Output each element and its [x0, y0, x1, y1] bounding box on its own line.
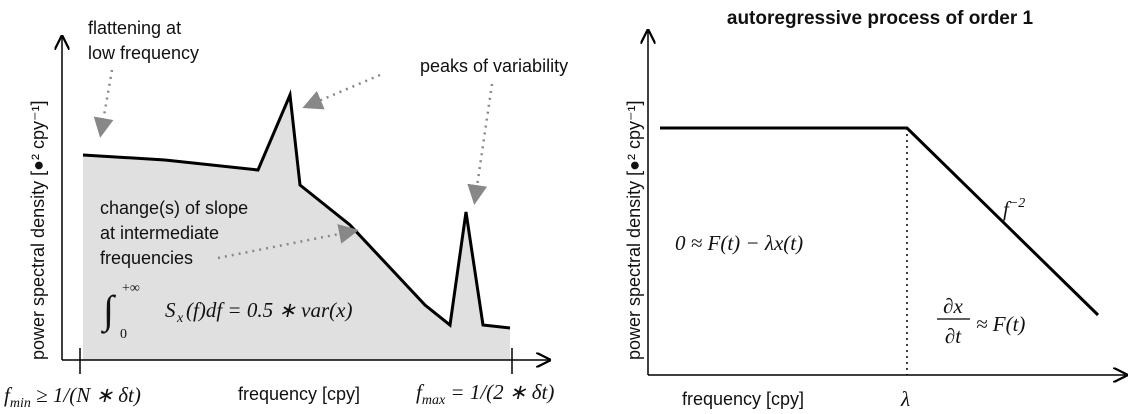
x-label: frequency [cpy]	[238, 384, 360, 404]
annotation: at intermediate	[100, 223, 219, 243]
integral-sign: ∫	[100, 287, 117, 334]
annotation: flattening at	[88, 18, 181, 38]
arrow	[302, 73, 381, 110]
integral-sub: x	[176, 311, 184, 326]
derivative-den: ∂t	[945, 324, 962, 348]
annotation: peaks of variability	[420, 56, 568, 76]
arrow	[93, 69, 114, 138]
integral-body: S	[165, 298, 176, 322]
left-panel: flattening at low frequency peaks of var…	[4, 18, 568, 411]
integral-rest: (f)df = 0.5 ∗ var(x)	[186, 298, 352, 322]
arrow	[467, 83, 494, 205]
y-label: power spectral density [●² cpy⁻¹]	[624, 101, 644, 360]
spectrum-area	[83, 95, 510, 360]
annotation: frequencies	[100, 248, 193, 268]
slope-label: f−2	[1003, 196, 1025, 221]
fmax: fmax = 1/(2 ∗ δt)	[416, 380, 554, 408]
derivative-num: ∂x	[943, 294, 963, 318]
y-label: power spectral density [●² cpy⁻¹]	[28, 101, 48, 360]
lambda: λ	[900, 387, 910, 411]
spectrum-line	[660, 126, 1100, 317]
fmin: fmin ≥ 1/(N ∗ δt)	[4, 383, 141, 411]
equation: 0 ≈ F(t) − λx(t)	[675, 231, 803, 255]
integral-lower: 0	[120, 327, 127, 342]
title: autoregressive process of order 1	[727, 8, 1034, 29]
annotation: low frequency	[88, 43, 199, 63]
x-label: frequency [cpy]	[682, 389, 804, 409]
annotation: change(s) of slope	[100, 198, 248, 218]
integral-upper: +∞	[122, 281, 140, 296]
right-panel: autoregressive process of order 1 λ f−2 …	[624, 8, 1125, 411]
integral: ∫ +∞ 0 S x (f)df = 0.5 ∗ var(x)	[100, 281, 352, 342]
derivative-rest: ≈ F(t)	[976, 312, 1025, 336]
